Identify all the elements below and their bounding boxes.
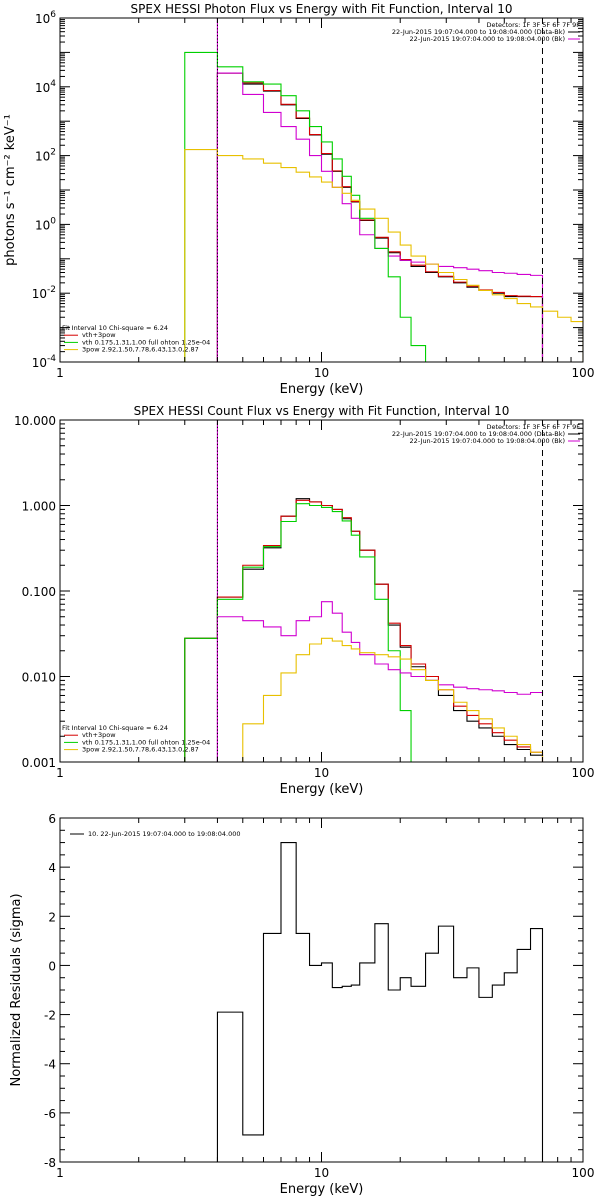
x-tick-label: 1	[56, 1166, 64, 1180]
series-group	[184, 420, 559, 762]
y-tick-label: 10-2	[32, 285, 56, 301]
series-line-5	[184, 51, 427, 362]
series-line-5	[216, 601, 544, 762]
legend-entry: 3pow 2.92,1.50,7.78,6.43,13.0,2.87	[82, 746, 199, 754]
plot-frame	[59, 17, 584, 363]
legend-entry: 22-Jun-2015 19:07:04.000 to 19:08:04.000…	[410, 35, 565, 43]
legend-entry: 22-Jun-2015 19:07:04.000 to 19:08:04.000…	[392, 28, 565, 36]
legend-entry: 22-Jun-2015 19:07:04.000 to 19:08:04.000…	[392, 430, 565, 438]
series-line-4	[184, 503, 427, 762]
chart-title: SPEX HESSI Count Flux vs Energy with Fit…	[134, 404, 510, 418]
x-axis-label: Energy (keV)	[280, 1182, 364, 1197]
y-tick-label: -8	[44, 1156, 56, 1170]
y-tick-label: 1.000	[22, 500, 56, 514]
y-tick-label: 0	[48, 959, 56, 973]
y-tick-label: 10-4	[32, 354, 57, 370]
x-tick-label: 100	[572, 366, 595, 380]
panel-1: SPEX HESSI Photon Flux vs Energy with Fi…	[3, 2, 594, 397]
series-group	[184, 18, 583, 362]
series-group	[216, 842, 544, 1162]
plot-frame	[59, 817, 584, 1163]
y-tick-label: -2	[44, 1009, 56, 1023]
x-tick-label: 10	[314, 766, 329, 780]
legend-entry: 10. 22-Jun-2015 19:07:04.000 to 19:08:04…	[88, 830, 240, 838]
y-tick-label: 104	[35, 79, 56, 95]
legend-entry: 3pow 2.92,1.50,7.78,6.43,13.0,2.87	[82, 346, 199, 354]
y-axis-label: Normalized Residuals (sigma)	[9, 893, 24, 1086]
legend-entry: vth+3pow	[82, 731, 116, 739]
x-tick-label: 100	[572, 1166, 595, 1180]
x-tick-label: 10	[314, 1166, 329, 1180]
y-tick-label: 106	[35, 10, 56, 26]
panel-2: SPEX HESSI Count Flux vs Energy with Fit…	[14, 404, 594, 797]
y-tick-label: -6	[44, 1107, 56, 1121]
series-line-3	[184, 499, 544, 762]
y-tick-label: 10.000	[14, 414, 56, 428]
series-line-1	[216, 842, 544, 1162]
y-tick-label: 2	[48, 910, 56, 924]
chart-title: SPEX HESSI Photon Flux vs Energy with Fi…	[131, 2, 513, 16]
plot-frame	[59, 419, 584, 763]
series-line-6	[184, 148, 583, 362]
y-tick-label: 0.100	[22, 585, 56, 599]
x-tick-label: 100	[572, 766, 595, 780]
x-tick-label: 1	[56, 366, 64, 380]
legend-entry: Detectors: 1F 3F 5F 6F 7F 9F	[486, 21, 580, 29]
y-tick-label: -4	[44, 1058, 56, 1072]
legend-entry: Fit Interval 10 Chi-square = 6.24	[62, 324, 168, 332]
series-line-6	[216, 637, 559, 762]
y-tick-label: 102	[35, 148, 56, 164]
legend-entry: Fit Interval 10 Chi-square = 6.24	[62, 724, 168, 732]
x-axis-label: Energy (keV)	[280, 382, 364, 397]
y-tick-label: 6	[48, 812, 56, 826]
x-tick-label: 10	[314, 366, 329, 380]
y-tick-label: 4	[48, 861, 56, 875]
panel-3: 1 10 100 Energy (keV) -8 -6 -4 -2 0 2 4 6 Normalized…	[9, 812, 594, 1197]
x-tick-label: 1	[56, 766, 64, 780]
legend-entry: 22-Jun-2015 19:07:04.000 to 19:08:04.000…	[410, 437, 565, 445]
y-tick-label: 0.001	[22, 756, 56, 770]
legend-entry: vth+3pow	[82, 331, 116, 339]
y-axis-label: photons s⁻¹ cm⁻² keV⁻¹	[3, 114, 18, 266]
legend-entry: vth 0.175,1.31,1.00 full ohton 1.25e-04	[82, 738, 210, 746]
x-axis-label: Energy (keV)	[280, 782, 364, 797]
y-tick-label: 100	[35, 216, 56, 232]
legend-entry: Detectors: 1F 3F 5F 6F 7F 9F	[486, 423, 580, 431]
y-tick-label: 0.010	[22, 671, 56, 685]
legend-entry: vth 0.175,1.31,1.00 full ohton 1.25e-04	[82, 338, 210, 346]
